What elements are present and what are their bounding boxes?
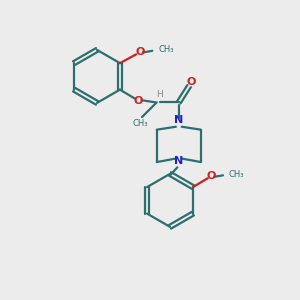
Text: O: O (187, 77, 196, 87)
Text: O: O (207, 171, 216, 181)
Text: N: N (174, 156, 184, 166)
Text: N: N (174, 115, 184, 125)
Text: CH₃: CH₃ (158, 44, 174, 53)
Text: O: O (134, 95, 143, 106)
Text: O: O (135, 47, 145, 57)
Text: H: H (156, 90, 163, 99)
Text: CH₃: CH₃ (229, 169, 244, 178)
Text: CH₃: CH₃ (133, 119, 148, 128)
